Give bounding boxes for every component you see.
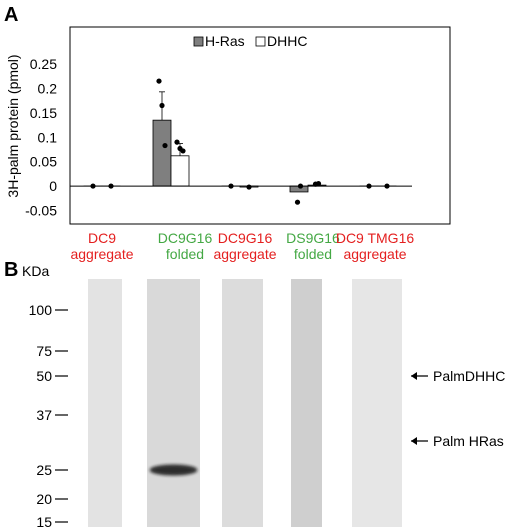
y-axis-label: 3H-palm protein (pmol) [5,54,21,197]
legend-label-hras: H-Ras [205,33,245,49]
data-point [162,142,168,149]
bar-chart: 3H-palm protein (pmol) -0.05 0 0.05 0.1 0.15… [5,26,451,225]
blot-lane-5 [352,279,402,527]
legend-label-dhhc: DHHC [267,33,307,49]
western-blot: KDa 100 75 50 37 25 20 15 PalmDHHC Palm HRas [22,263,505,530]
y-tick-label: 0.05 [30,154,57,170]
blot-lane-3 [222,279,263,527]
legend-swatch-dhhc [255,36,266,47]
y-tick-label: 0 [49,178,57,194]
bar-hras-1 [152,119,172,187]
y-ticks: -0.05 0 0.05 0.1 0.15 0.2 0.25 [25,56,57,219]
mw-marker-label: 75 [36,343,52,359]
bars [83,119,397,193]
condition-label-line1: DC9G16 [158,230,213,246]
mw-marker-label: 20 [36,491,52,507]
lane-strip [352,279,402,527]
condition-label-line2: aggregate [343,246,406,262]
annotation-arrowhead [411,437,417,445]
y-tick-label: 0.25 [30,56,57,72]
lane-strip [147,279,200,527]
mw-marker-label: 37 [36,407,52,423]
condition-label-line1: DC9G16 [218,230,273,246]
plot-frame [69,26,451,225]
mw-marker-label: 25 [36,462,52,478]
data-point [174,139,180,145]
mw-marker-label: 15 [36,514,52,530]
blot-lane-2 [147,279,200,527]
mw-marker-label: 100 [29,302,53,318]
blot-lane-4 [291,279,322,527]
data-point [180,148,186,154]
y-tick-label: -0.05 [25,203,57,219]
y-tick-label: 0.1 [38,129,58,145]
band-annotation-label: PalmDHHC [433,368,505,384]
data-points [90,78,390,205]
data-point [315,181,322,187]
condition-label-line1: DS9G16 [286,230,340,246]
legend-swatch-hras [193,36,204,47]
data-point [159,102,165,109]
lane-strip [222,279,263,527]
band-annotations: PalmDHHC Palm HRas [411,368,505,449]
condition-labels: DC9aggregateDC9G16foldedDC9G16aggregateD… [70,230,414,262]
mw-markers: 100 75 50 37 25 20 15 [29,302,68,530]
y-tick-label: 0.15 [30,105,57,121]
blot-lane-1 [88,279,122,527]
mw-marker-label: 50 [36,368,52,384]
condition-label-line1: DC9 [88,230,116,246]
condition-label-line2: folded [166,246,204,262]
blot-lanes [88,279,402,527]
panel-b-label: B [4,259,18,281]
lane-strip [291,279,322,527]
legend: H-Ras DHHC [193,33,307,49]
condition-label-line1: DC9 TMG16 [336,230,415,246]
condition-label-line2: folded [294,246,332,262]
bar-dhhc-1 [170,155,190,187]
annotation-arrowhead [411,372,417,380]
y-tick-label: 0.2 [38,80,58,96]
lane-strip [88,279,122,527]
data-point [156,78,162,84]
protein-band [150,465,197,475]
band-annotation-label: Palm HRas [433,433,504,449]
data-point [246,184,252,190]
condition-label-line2: aggregate [70,246,133,262]
data-point [294,199,301,205]
panel-a-label: A [4,4,18,26]
condition-label-line2: aggregate [213,246,276,262]
kda-unit-label: KDa [22,263,49,279]
